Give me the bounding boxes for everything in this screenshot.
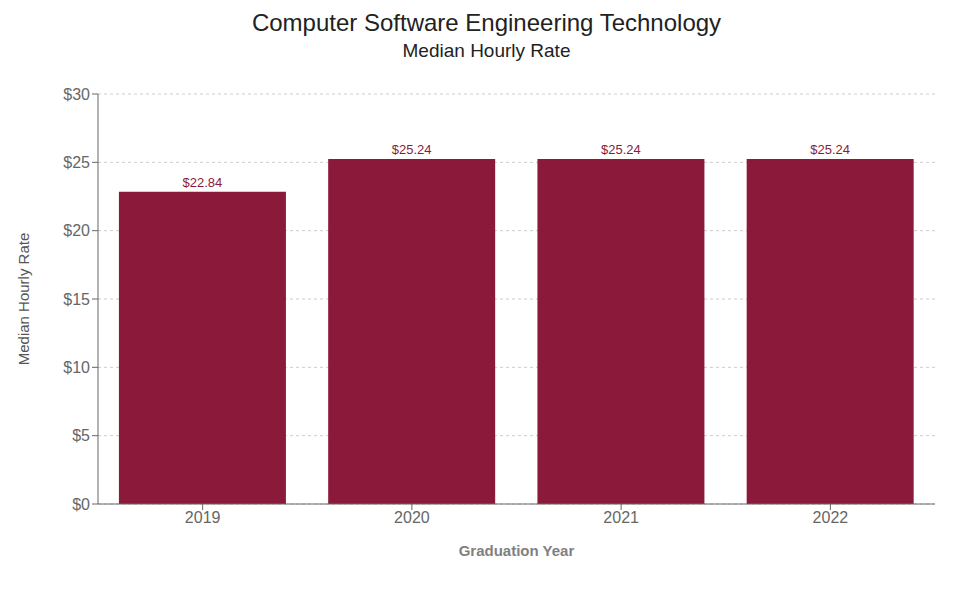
svg-text:2019: 2019 bbox=[185, 509, 221, 526]
svg-text:2022: 2022 bbox=[813, 509, 849, 526]
svg-text:$20: $20 bbox=[63, 222, 90, 239]
svg-text:2021: 2021 bbox=[603, 509, 639, 526]
svg-text:$25: $25 bbox=[63, 154, 90, 171]
svg-text:2020: 2020 bbox=[394, 509, 430, 526]
svg-text:Graduation Year: Graduation Year bbox=[459, 542, 575, 559]
html-text:Computer Software Engineering: Computer Software Engineering Technology bbox=[251, 9, 722, 36]
svg-text:$0: $0 bbox=[72, 496, 90, 513]
svg-text:$10: $10 bbox=[63, 359, 90, 376]
svg-text:$15: $15 bbox=[63, 291, 90, 308]
svg-text:$25.24: $25.24 bbox=[392, 142, 432, 157]
svg-text:Median Hourly Rate: Median Hourly Rate bbox=[15, 233, 32, 366]
svg-text:$25.24: $25.24 bbox=[810, 142, 850, 157]
svg-text:$30: $30 bbox=[63, 86, 90, 103]
svg-text:$22.84: $22.84 bbox=[183, 175, 223, 190]
html-text:Median Hourly Rate: Median Hourly Rate bbox=[402, 40, 571, 61]
svg-text:$25.24: $25.24 bbox=[601, 142, 641, 157]
svg-text:$5: $5 bbox=[72, 427, 90, 444]
